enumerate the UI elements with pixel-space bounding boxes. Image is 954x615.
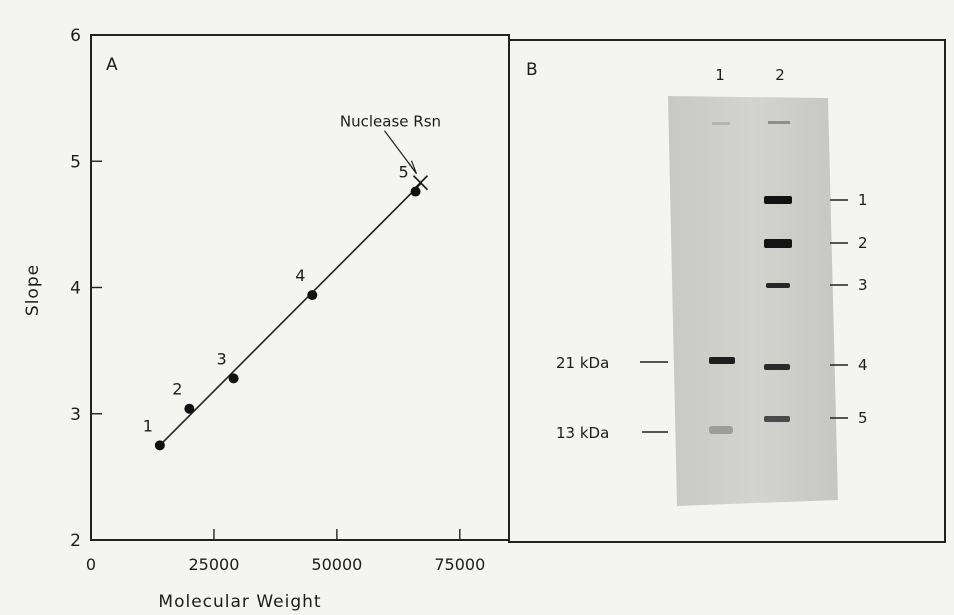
- gel-band-lane2-marker-4: [764, 364, 790, 370]
- y-tick-label: 6: [70, 26, 81, 46]
- lane-label-2: 2: [775, 66, 785, 84]
- data-point-label: 1: [143, 416, 153, 435]
- unknown-marker-group: Nuclease Rsn: [340, 113, 441, 191]
- x-axis-ticks: 0 25000 50000 75000: [86, 529, 485, 574]
- marker-label-1: 1: [858, 191, 868, 209]
- marker-labels: 1 2 3 4 5: [830, 191, 868, 427]
- gel-background: [668, 96, 838, 506]
- panel-a-frame: [90, 34, 510, 541]
- gel-image: [668, 96, 838, 506]
- fit-line-group: [159, 183, 422, 446]
- marker-label-3: 3: [858, 276, 868, 294]
- data-point: [154, 440, 165, 451]
- marker-label-2: 2: [858, 234, 868, 252]
- data-point: [184, 403, 195, 414]
- data-point: [228, 373, 239, 384]
- gel-band-lane2-marker-2: [764, 239, 792, 248]
- y-tick-label: 2: [70, 531, 81, 551]
- data-point-label: 3: [217, 349, 227, 368]
- x-tick-label: 0: [86, 555, 96, 574]
- y-axis-ticks: 2 3 4 5 6: [70, 26, 102, 551]
- gel-band-lane2-marker-5: [764, 416, 790, 422]
- unknown-marker: [412, 175, 429, 191]
- marker-label-5: 5: [858, 409, 868, 427]
- y-axis-label: Slope: [23, 264, 43, 316]
- sample-labels: 21 kDa 13 kDa: [556, 354, 668, 442]
- sample-label-21kda: 21 kDa: [556, 354, 609, 372]
- marker-label-4: 4: [858, 356, 868, 374]
- y-tick-label: 4: [70, 279, 81, 299]
- panel-a-label: A: [106, 55, 118, 75]
- gel-band-lane1-13kda: [709, 426, 733, 434]
- unknown-arrow-head: [407, 160, 418, 175]
- data-point-label: 2: [172, 380, 182, 399]
- gel-band-lane2-marker-1: [764, 196, 792, 204]
- panel-b-label: B: [526, 60, 538, 80]
- x-tick-label: 75000: [434, 555, 485, 574]
- fit-line: [159, 183, 422, 446]
- y-tick-label: 5: [70, 152, 81, 172]
- gel-band-lane1-21kda: [709, 357, 735, 364]
- x-tick-label: 50000: [311, 555, 362, 574]
- data-points: 12 3 4 5: [143, 163, 421, 451]
- sample-label-13kda: 13 kDa: [556, 424, 609, 442]
- unknown-label: Nuclease Rsn: [340, 113, 441, 131]
- data-point: [307, 290, 318, 301]
- data-point-label: 4: [295, 266, 305, 285]
- lane-label-1: 1: [715, 66, 725, 84]
- gel-band-lane1-top: [712, 122, 730, 125]
- data-point-label: 5: [398, 163, 408, 182]
- y-tick-label: 3: [70, 405, 81, 425]
- gel-band-lane2-top: [768, 121, 790, 124]
- x-tick-label: 25000: [188, 555, 239, 574]
- x-axis-label: Molecular Weight: [158, 592, 321, 612]
- gel-band-lane2-marker-3: [766, 283, 790, 288]
